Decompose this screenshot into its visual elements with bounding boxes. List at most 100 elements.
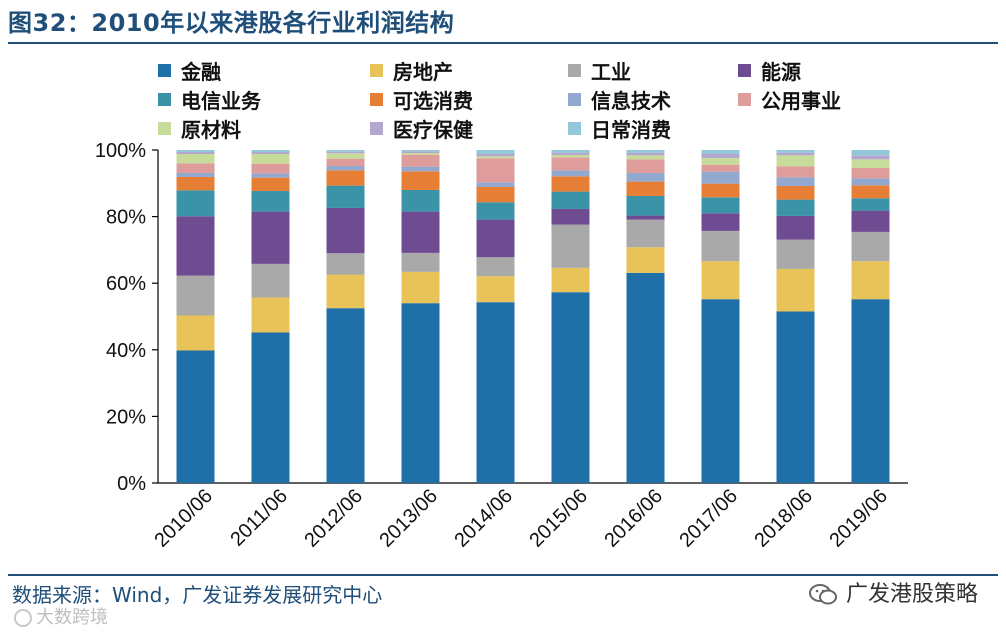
bar-segment <box>251 153 290 164</box>
legend-label: 原材料 <box>181 117 241 142</box>
legend-swatch <box>370 63 383 77</box>
bar-segment <box>551 152 590 155</box>
bar-segment <box>401 171 440 190</box>
bar-segment <box>476 153 515 157</box>
legend-swatch <box>568 92 581 106</box>
bar-segment <box>401 271 440 304</box>
bar-segment <box>551 176 590 192</box>
legend-label: 工业 <box>591 59 631 84</box>
bar-segment <box>176 216 215 276</box>
bar-segment <box>776 268 815 312</box>
legend-swatch <box>738 92 751 106</box>
bar-segment <box>476 158 515 183</box>
bar-segment <box>551 191 590 209</box>
bar-segment <box>851 159 890 168</box>
y-tick-label: 60% <box>106 273 146 295</box>
bar-segment <box>851 299 890 483</box>
bar-segment <box>326 308 365 483</box>
x-tick-label: 2011/06 <box>226 485 292 551</box>
legend-label: 日常消费 <box>591 117 671 142</box>
y-tick-label: 20% <box>106 406 146 428</box>
bar-segment <box>776 199 815 216</box>
bar-segment <box>626 181 665 196</box>
legend-item: 可选消费 <box>370 85 473 113</box>
bar-segment <box>476 182 515 187</box>
x-tick-label: 2010/06 <box>150 485 217 552</box>
bar-segment <box>551 224 590 268</box>
bar-segment <box>701 164 740 172</box>
bar-segment <box>251 150 290 152</box>
legend-swatch <box>158 121 171 135</box>
bar-segment <box>701 230 740 262</box>
bar-segment <box>176 172 215 177</box>
bar-segment <box>476 257 515 277</box>
legend-swatch <box>568 63 581 77</box>
bar-segment <box>776 152 815 156</box>
bar-segment <box>851 185 890 199</box>
legend-label: 医疗保健 <box>393 117 473 142</box>
bar-segment <box>551 170 590 177</box>
bar-segment <box>326 153 365 159</box>
bar-segment <box>326 150 365 152</box>
bar-segment <box>176 315 215 351</box>
brand-badge: 广发港股策略 <box>808 578 978 612</box>
bar-segment <box>176 350 215 483</box>
bar-segment <box>401 303 440 483</box>
bar-segment <box>626 215 665 220</box>
bar-segment <box>551 292 590 483</box>
bar-segment <box>551 267 590 293</box>
bar-segment <box>626 172 665 182</box>
y-tick-label: 40% <box>106 340 146 362</box>
bar-segment <box>701 299 740 483</box>
bar-segment <box>251 190 290 212</box>
bar-segment <box>626 152 665 156</box>
watermark-logo-icon <box>14 609 32 627</box>
bar-segment <box>476 302 515 483</box>
bar-segment <box>176 176 215 191</box>
bar-segment <box>326 274 365 309</box>
legend-swatch <box>158 63 171 77</box>
title-divider <box>8 42 998 44</box>
bar-segment <box>851 178 890 186</box>
bar-segment <box>626 195 665 216</box>
bar-segment <box>476 219 515 258</box>
x-tick-label: 2014/06 <box>450 485 517 552</box>
bar-segment <box>251 163 290 174</box>
bar-segment <box>251 151 290 154</box>
bar-segment <box>326 207 365 254</box>
legend-label: 金融 <box>181 59 221 84</box>
bar-segment <box>626 219 665 248</box>
x-tick-label: 2017/06 <box>675 485 742 552</box>
watermark-text: 大数跨境 <box>36 607 108 628</box>
bar-segment <box>476 150 515 154</box>
bar-segment <box>776 166 815 178</box>
legend-label: 可选消费 <box>393 88 473 113</box>
legend-swatch <box>568 121 581 135</box>
bar-segment <box>176 190 215 217</box>
bar-segment <box>851 210 890 232</box>
legend-swatch <box>370 121 383 135</box>
bar-segment <box>701 261 740 300</box>
legend-item: 工业 <box>568 56 631 84</box>
legend-item: 电信业务 <box>158 85 261 113</box>
bar-segment <box>626 159 665 173</box>
footer-divider <box>8 574 998 576</box>
bar-segment <box>176 151 215 154</box>
y-tick-label: 100% <box>95 140 146 162</box>
bar-segment <box>476 202 515 220</box>
bar-segment <box>776 239 815 269</box>
bar-segment <box>326 170 365 186</box>
x-tick-label: 2018/06 <box>750 485 817 552</box>
bar-segment <box>251 177 290 191</box>
bar-segment <box>776 155 815 167</box>
bar-segment <box>851 167 890 179</box>
bar-segment <box>551 154 590 158</box>
x-tick-label: 2016/06 <box>600 485 667 552</box>
legend-swatch <box>738 63 751 77</box>
bar-segment <box>551 157 590 171</box>
bar-segment <box>401 151 440 153</box>
legend-item: 原材料 <box>158 114 241 142</box>
bar-segment <box>176 153 215 164</box>
bar-segment <box>251 211 290 264</box>
bar-segment <box>851 155 890 160</box>
